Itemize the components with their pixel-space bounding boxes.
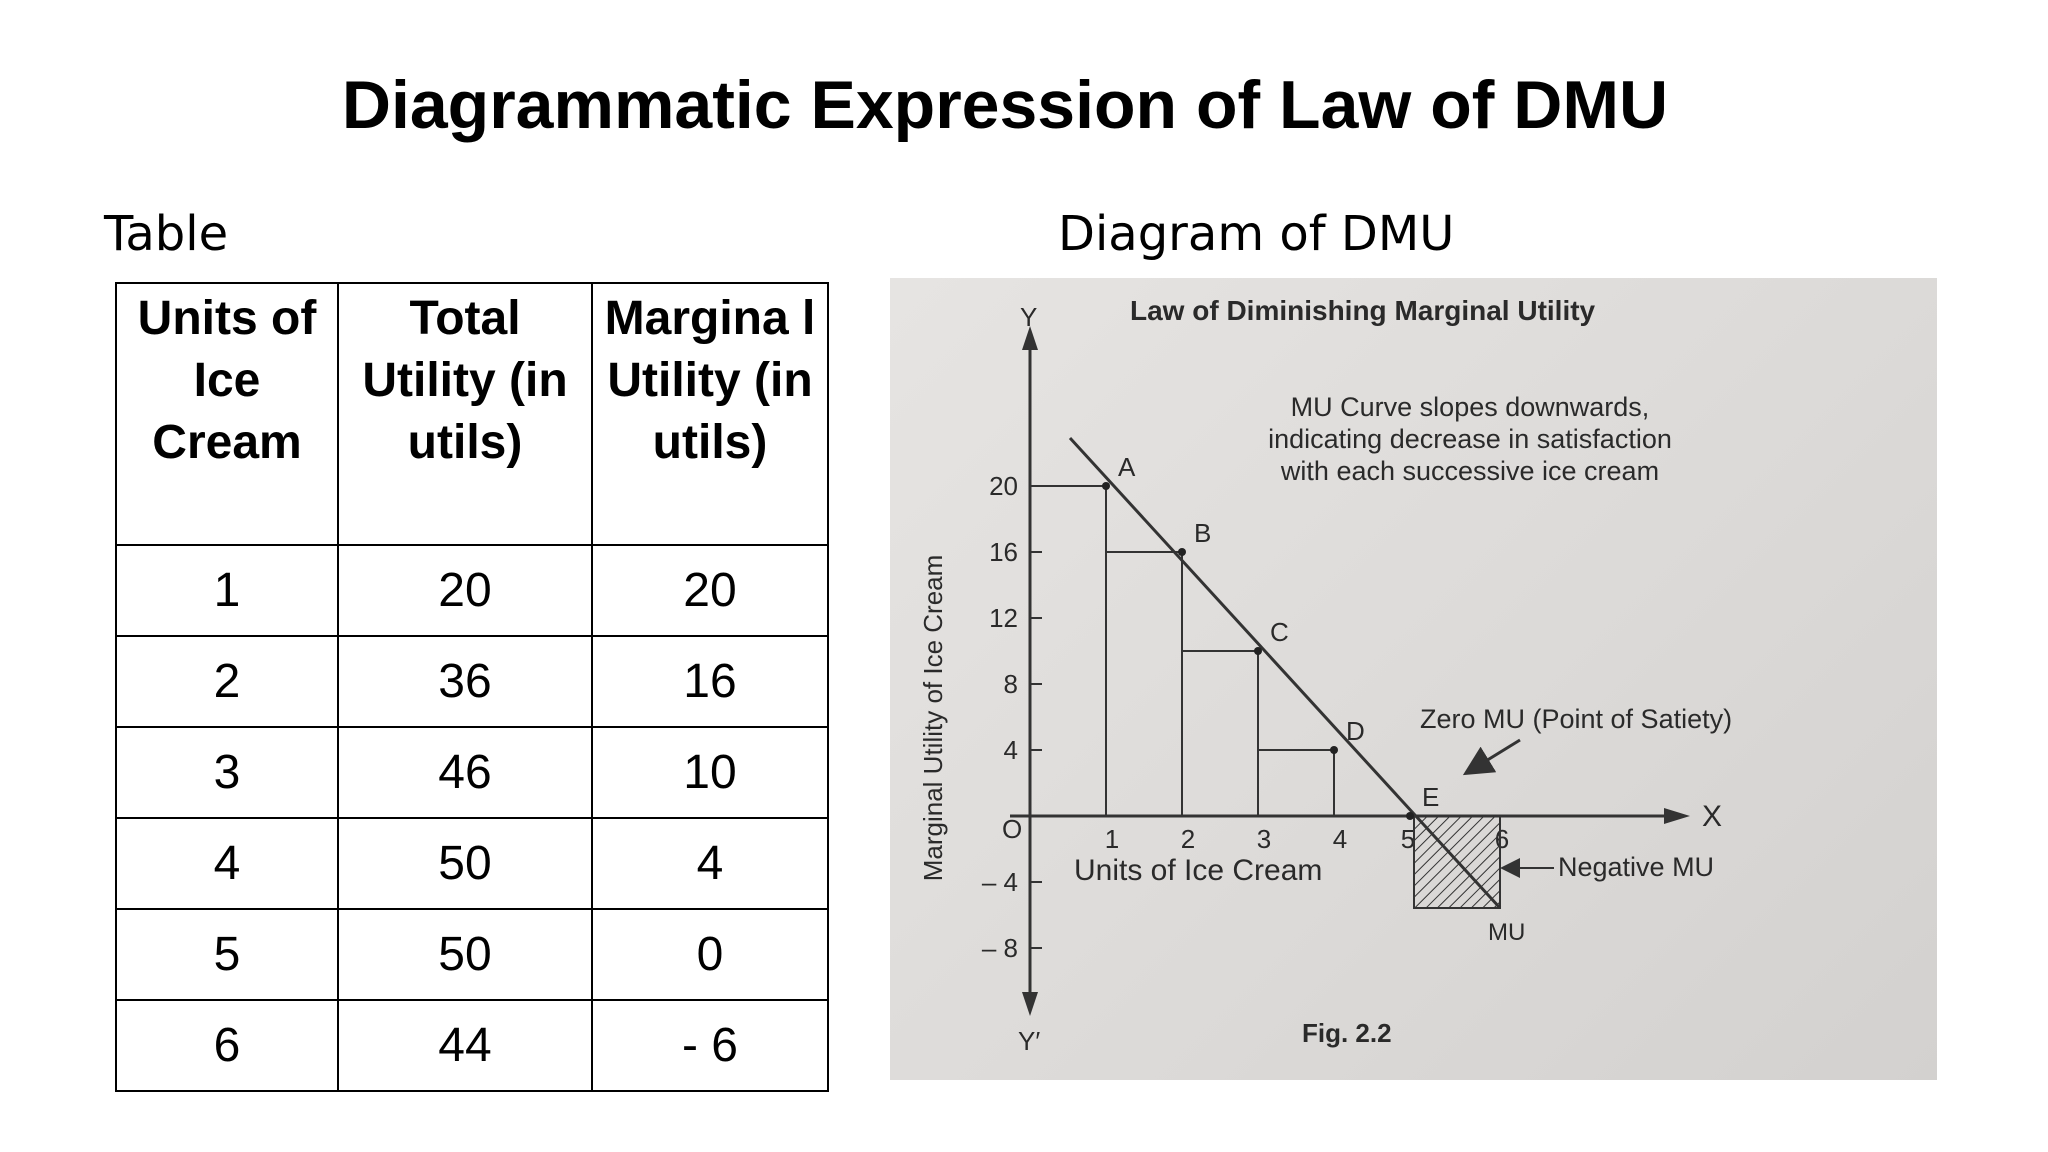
utility-step-block — [1181, 650, 1259, 817]
x-axis-label: Units of Ice Cream — [1074, 854, 1322, 887]
table-row: 3 46 10 — [115, 726, 829, 819]
table-row: 5 50 0 — [115, 908, 829, 1001]
cell-units: 3 — [115, 726, 339, 819]
x-axis-letter: X — [1702, 800, 1722, 833]
x-tick-label: 3 — [1257, 824, 1271, 854]
figure-title: Law of Diminishing Marginal Utility — [1130, 295, 1596, 326]
x-tick-label: 4 — [1333, 824, 1347, 854]
utility-step-block — [1105, 551, 1183, 817]
mu-point — [1330, 746, 1338, 754]
y-tick-label: 12 — [989, 603, 1018, 633]
cell-total-utility: 50 — [337, 817, 593, 910]
table-row: 4 50 4 — [115, 817, 829, 910]
cell-marginal-utility: 16 — [591, 635, 829, 728]
mu-points: A B C D E — [1102, 452, 1439, 820]
table-row: 2 36 16 — [115, 635, 829, 728]
mu-point — [1254, 647, 1262, 655]
y-tick-label: 8 — [1004, 669, 1018, 699]
cell-units: 1 — [115, 544, 339, 637]
figure-caption: Fig. 2.2 — [1302, 1018, 1392, 1048]
mu-curve-label: MU — [1488, 919, 1525, 946]
y-tick-label: 16 — [989, 537, 1018, 567]
x-tick-label: 1 — [1105, 824, 1119, 854]
cell-units: 6 — [115, 999, 339, 1092]
y-axis-label: Marginal Utility of Ice Cream — [918, 555, 948, 882]
table-row: 6 44 - 6 — [115, 999, 829, 1092]
header-marginal-utility: Margina l Utility (in utils) — [591, 282, 829, 546]
mu-point — [1102, 482, 1110, 490]
table-header-row: Units of Ice Cream Total Utility (in uti… — [115, 282, 829, 546]
y-tick-label: 4 — [1004, 735, 1018, 765]
mu-point-label: A — [1118, 452, 1136, 482]
y-axis-ticks: 20 16 12 8 4 – 4 – 8 — [982, 471, 1042, 963]
mu-point — [1178, 548, 1186, 556]
mu-curve-line — [1068, 436, 1502, 910]
mu-point-label: D — [1346, 716, 1365, 746]
cell-total-utility: 50 — [337, 908, 593, 1001]
utility-step-block — [1257, 749, 1335, 817]
cell-total-utility: 44 — [337, 999, 593, 1092]
annotation-line-2: indicating decrease in satisfaction — [1268, 424, 1672, 454]
cell-units: 5 — [115, 908, 339, 1001]
cell-total-utility: 36 — [337, 635, 593, 728]
y-tick-label: 20 — [989, 471, 1018, 501]
origin-label: O — [1002, 814, 1022, 844]
utility-step-block — [1029, 485, 1107, 817]
x-tick-label: 5 — [1401, 824, 1415, 854]
cell-units: 2 — [115, 635, 339, 728]
utility-table: Units of Ice Cream Total Utility (in uti… — [115, 282, 829, 1092]
satiety-note: Zero MU (Point of Satiety) — [1420, 704, 1732, 734]
x-tick-label: 2 — [1181, 824, 1195, 854]
cell-units: 4 — [115, 817, 339, 910]
annotation-line-3: with each successive ice cream — [1280, 456, 1659, 486]
header-units: Units of Ice Cream — [115, 282, 339, 546]
annotation-line-1: MU Curve slopes downwards, — [1291, 392, 1650, 422]
dmu-diagram-svg: Law of Diminishing Marginal Utility Y Y′… — [918, 295, 1732, 1056]
cell-total-utility: 46 — [337, 726, 593, 819]
cell-marginal-utility: 0 — [591, 908, 829, 1001]
y-axis-arrow-up — [1022, 326, 1038, 350]
y-tick-label: – 8 — [982, 933, 1018, 963]
cell-marginal-utility: 4 — [591, 817, 829, 910]
diagram-caption: Diagram of DMU — [1058, 206, 1455, 262]
mu-point-label: C — [1270, 617, 1289, 647]
mu-point — [1406, 812, 1414, 820]
y-axis-letter-negative: Y′ — [1018, 1026, 1040, 1056]
cell-marginal-utility: - 6 — [591, 999, 829, 1092]
negative-mu-note: Negative MU — [1558, 852, 1714, 882]
dmu-diagram-photo: Law of Diminishing Marginal Utility Y Y′… — [890, 278, 1937, 1080]
mu-point-label: B — [1194, 518, 1211, 548]
table-caption: Table — [104, 206, 229, 262]
slide-title: Diagrammatic Expression of Law of DMU — [341, 67, 1669, 143]
y-axis-letter: Y — [1020, 302, 1037, 332]
cell-marginal-utility: 10 — [591, 726, 829, 819]
mu-point-label: E — [1422, 782, 1439, 812]
y-tick-label: – 4 — [982, 867, 1018, 897]
header-total-utility: Total Utility (in utils) — [337, 282, 593, 546]
cell-marginal-utility: 20 — [591, 544, 829, 637]
utility-step-blocks — [1029, 485, 1335, 817]
x-axis-ticks: 1 2 3 4 5 6 — [1105, 824, 1509, 854]
satiety-arrow — [1462, 738, 1521, 776]
table-row: 1 20 20 — [115, 544, 829, 637]
y-axis-arrow-down — [1022, 992, 1038, 1016]
cell-total-utility: 20 — [337, 544, 593, 637]
x-axis-arrow — [1664, 808, 1690, 824]
